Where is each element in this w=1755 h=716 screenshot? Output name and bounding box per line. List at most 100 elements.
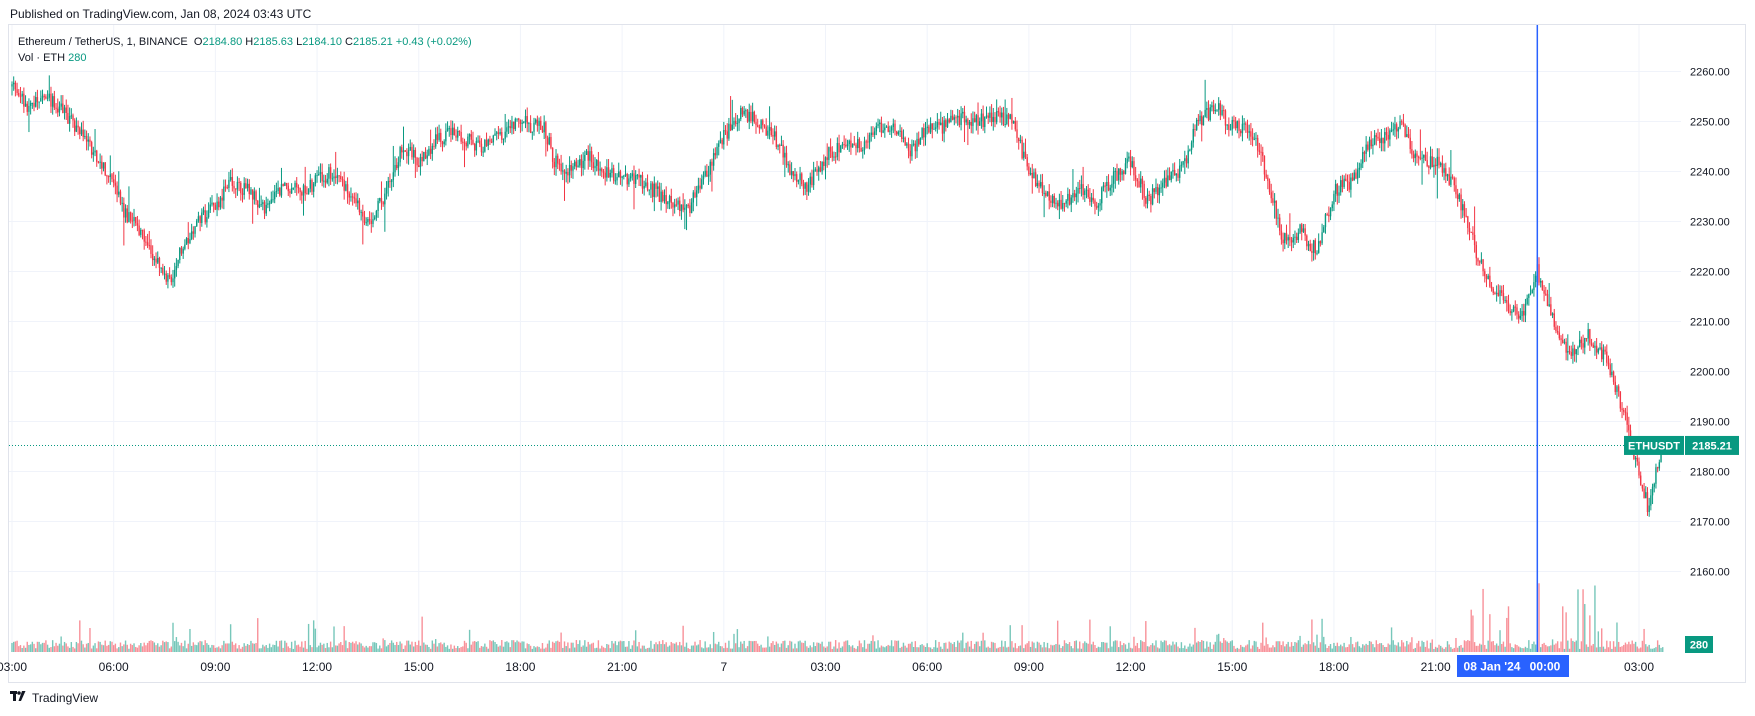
footer-brand[interactable]: TradingView [10,690,98,706]
symbol-title[interactable]: Ethereum / TetherUS, 1, BINANCE [18,36,188,48]
volume-bar [33,643,35,652]
time-axis[interactable]: 03:00 06:00 09:00 12:00 15:00 18:00 21:00 7 03:0… [0,660,1654,674]
candle-body [573,161,576,167]
volume-bar [287,646,289,652]
candle-body [626,173,628,185]
volume-bar [845,640,847,652]
candle-body [58,106,61,113]
candle-body [326,178,328,183]
volume-bar [1599,646,1601,652]
volume-bar [202,645,205,652]
volume-bar [1617,641,1620,652]
volume-bar [1346,647,1349,652]
volume-bar [28,644,30,652]
candle-body [999,112,1001,118]
candle-body [33,102,35,107]
volume-bar [489,640,491,652]
candle-body [175,266,178,270]
volume-bar [645,648,647,652]
volume-bar [736,629,739,652]
volume-bar [1607,647,1610,652]
candle-body [111,174,113,180]
candle-body [1504,300,1506,302]
candle-body [834,156,837,158]
candle-body [387,180,389,188]
volume-bar [1070,646,1072,652]
candle-body [933,128,935,130]
candle-body [929,123,932,133]
volume-bar [819,643,822,652]
volume-bar [1214,641,1217,652]
candle-body [345,184,347,191]
volume-bar [501,640,503,652]
volume-bar [194,644,196,652]
candle-body [229,177,232,180]
volume-bar [1255,641,1257,652]
volume-bar [587,641,589,652]
candle-body [1523,310,1525,316]
candle-body [1206,108,1208,110]
volume-bar [367,647,369,652]
price-axis[interactable]: 2160.002170.002180.002190.002200.002210.… [1690,67,1730,579]
volume-bar [306,648,308,652]
candle-body [1411,149,1413,155]
candle-body [562,170,564,172]
candle-body [321,172,323,182]
volume-bar [580,646,583,652]
candle-body [11,84,13,87]
volume-bar [1519,647,1522,652]
volume-bar [1453,647,1455,652]
candle-body [1094,200,1096,207]
volume-bar [936,647,939,652]
volume-bar [296,645,298,652]
candle-body [741,108,744,115]
volume-bar [1506,617,1508,652]
volume-bar [1606,640,1608,652]
candle-body [812,170,815,186]
volume-bar [897,640,900,652]
candle-body [138,225,140,235]
candle-body [151,253,154,261]
volume-bar [1629,644,1632,652]
volume-bar [1292,645,1294,652]
volume-bar [545,647,547,652]
candle-body [351,196,354,198]
volume-bar [585,646,588,652]
chart-frame[interactable] [8,24,1746,683]
volume-bar [1341,646,1344,652]
volume-bar [1248,640,1250,652]
volume-bar [743,640,745,652]
candle-body [482,151,484,153]
candle-body [1277,217,1279,219]
volume-bar [1138,648,1140,652]
candle-body [1577,346,1579,350]
volume-bar [512,640,515,652]
volume-bar [70,642,73,652]
candle-body [167,275,169,282]
candle-body [862,149,864,152]
volume-bar [484,643,486,652]
candle-body [512,121,515,130]
candle-body [157,258,159,263]
candle-body [867,141,869,143]
volume-bar [968,646,971,652]
volume-bar [402,648,405,652]
candle-body [1324,214,1327,228]
volume-bar [977,641,979,652]
candle-body [87,139,89,142]
candle-body [1431,156,1433,168]
volume-bar [112,645,115,652]
volume-bar [609,648,611,652]
volume-bar [1399,646,1401,652]
volume-bar [787,645,789,652]
volume-bar [262,644,264,652]
candle-body [1382,137,1384,144]
volume-label[interactable]: Vol · ETH [18,52,66,64]
volume-bar [689,648,691,652]
candle-body [1395,124,1398,132]
volume-bar [58,643,61,652]
candle-body [214,205,217,210]
volume-bar [967,641,969,652]
candle-body [341,179,344,181]
